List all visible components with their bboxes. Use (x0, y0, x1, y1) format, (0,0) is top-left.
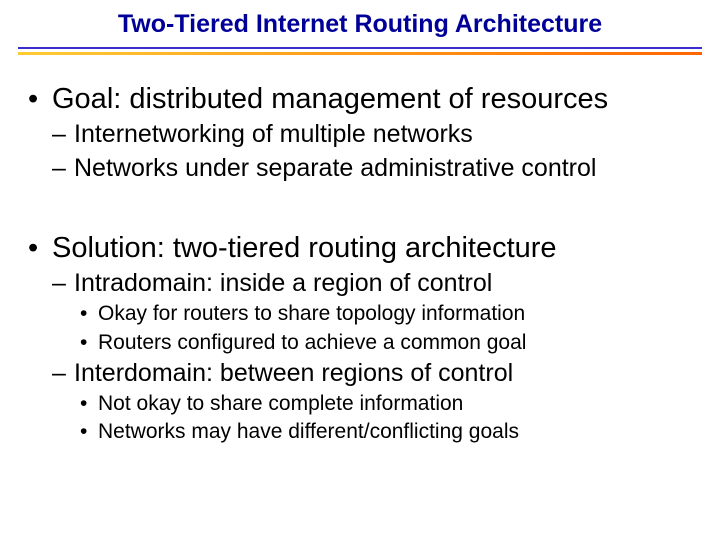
slide-title: Two-Tiered Internet Routing Architecture (0, 0, 720, 47)
slide-body: Goal: distributed management of resource… (0, 63, 720, 446)
underline-blue (18, 47, 702, 49)
bullet-solution: Solution: two-tiered routing architectur… (28, 230, 692, 266)
bullet-intradomain-sub-1: Okay for routers to share topology infor… (28, 301, 692, 327)
bullet-interdomain-sub-2: Networks may have different/conflicting … (28, 419, 692, 445)
bullet-intradomain: Intradomain: inside a region of control (28, 268, 692, 299)
bullet-goal-sub-1: Internetworking of multiple networks (28, 119, 692, 150)
title-underline (18, 47, 702, 55)
bullet-goal: Goal: distributed management of resource… (28, 81, 692, 117)
bullet-goal-sub-2: Networks under separate administrative c… (28, 153, 692, 184)
spacer (28, 184, 692, 220)
bullet-interdomain-sub-1: Not okay to share complete information (28, 391, 692, 417)
bullet-intradomain-sub-2: Routers configured to achieve a common g… (28, 330, 692, 356)
slide: Two-Tiered Internet Routing Architecture… (0, 0, 720, 540)
bullet-interdomain: Interdomain: between regions of control (28, 358, 692, 389)
underline-orange (18, 52, 702, 55)
